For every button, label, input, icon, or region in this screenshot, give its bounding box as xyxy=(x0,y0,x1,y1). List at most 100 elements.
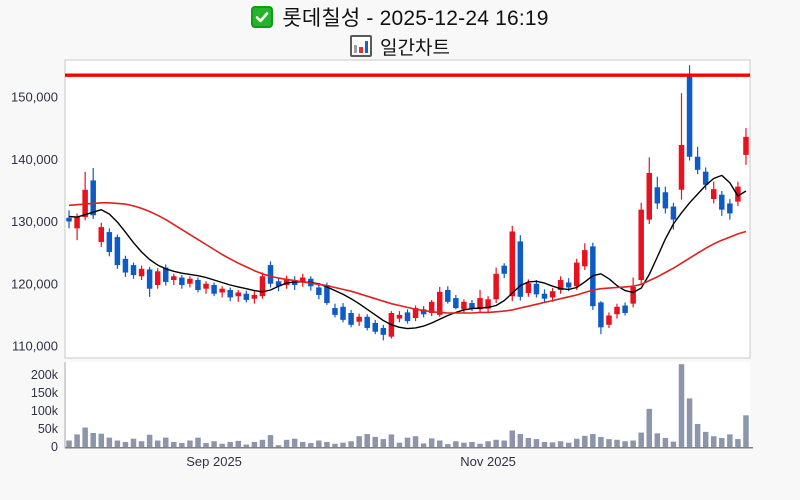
candle-up xyxy=(412,308,419,318)
volume-bar xyxy=(219,443,225,447)
volume-bar xyxy=(396,442,403,447)
volume-bar xyxy=(670,441,677,447)
price-axis-labels: 110,000 120,000 130,000 140,000 150,000 xyxy=(11,90,58,354)
candle-down xyxy=(324,284,330,304)
candle-down xyxy=(340,306,346,320)
candle-up xyxy=(557,280,564,290)
volume-bar xyxy=(404,437,411,447)
volume-bar xyxy=(90,432,96,447)
ma-long-line xyxy=(68,202,747,314)
volume-bar xyxy=(590,434,596,447)
candle-down xyxy=(364,316,370,328)
volume-bar xyxy=(646,408,653,447)
candle-down xyxy=(316,287,322,295)
candle-down xyxy=(372,322,379,332)
volume-bar xyxy=(453,441,459,447)
chart-subtitle: 일간차트 xyxy=(380,37,450,59)
bar-chart-icon xyxy=(350,35,373,57)
volume-bar xyxy=(622,441,628,447)
volume-bar xyxy=(340,442,346,447)
candle-up xyxy=(428,301,435,314)
candle-down xyxy=(662,192,669,209)
volume-bar xyxy=(275,445,282,447)
candle-down xyxy=(130,265,137,276)
candle-up xyxy=(485,299,491,309)
volume-bar xyxy=(154,440,161,447)
x-axis-labels: Sep 2025 Nov 2025 xyxy=(186,454,516,469)
candle-down xyxy=(533,283,540,295)
volume-bar xyxy=(493,439,499,447)
volume-bar xyxy=(299,441,306,447)
volume-bar xyxy=(251,441,258,447)
volume-bar xyxy=(179,443,185,447)
candle-up xyxy=(638,209,644,281)
candle-down xyxy=(404,312,411,322)
volume-bar xyxy=(195,437,201,447)
volume-bar xyxy=(348,441,354,447)
volume-bar xyxy=(114,440,121,447)
volume-tick-label: 150k xyxy=(31,386,59,400)
volume-bar xyxy=(211,441,217,447)
volume-bar xyxy=(694,423,701,447)
volume-bar xyxy=(122,441,129,447)
chart-title: 롯데칠성 - 2025-12-24 16:19 xyxy=(282,7,549,30)
candle-down xyxy=(146,269,153,289)
candle-down xyxy=(211,284,217,294)
candle-up xyxy=(203,283,209,289)
candle-down xyxy=(565,282,572,288)
price-tick-label: 150,000 xyxy=(11,90,58,105)
candle-down xyxy=(106,232,113,253)
candle-up xyxy=(74,216,80,229)
volume-bar xyxy=(678,364,685,447)
candle-up xyxy=(743,136,749,155)
candle-up xyxy=(493,273,499,300)
candle-up xyxy=(138,268,145,277)
volume-bar xyxy=(187,440,193,447)
volume-bar xyxy=(267,435,274,447)
candle-down xyxy=(719,194,725,210)
volume-bar xyxy=(171,441,177,447)
candle-up xyxy=(396,314,403,319)
volume-bar xyxy=(686,398,693,447)
price-tick-label: 110,000 xyxy=(12,339,58,354)
candle-down xyxy=(122,258,129,273)
title-line: 롯데칠성 - 2025-12-24 16:19 xyxy=(0,2,800,32)
candle-down xyxy=(90,180,96,216)
candle-down xyxy=(469,303,475,309)
volume-bar xyxy=(743,415,749,447)
candle-up xyxy=(235,292,242,297)
candle-down xyxy=(598,302,604,328)
candle-down xyxy=(227,289,233,298)
candle-down xyxy=(332,308,338,315)
candle-up xyxy=(646,172,653,220)
volume-bar xyxy=(573,438,580,447)
volume-bar xyxy=(332,443,338,447)
volume-bar xyxy=(259,439,266,447)
volume-bar xyxy=(598,436,604,447)
candle-up xyxy=(283,278,290,285)
candle-up xyxy=(509,231,516,297)
candle-up xyxy=(710,189,717,200)
volume-bar xyxy=(82,427,88,447)
volume-bar xyxy=(662,438,669,447)
volume-bar xyxy=(324,441,330,447)
volume-bar xyxy=(420,443,427,447)
candle-down xyxy=(702,171,709,185)
candle-up xyxy=(356,316,362,322)
volume-bar xyxy=(243,444,250,447)
candle-down xyxy=(420,309,427,315)
candle-up xyxy=(606,315,612,325)
volume-bar xyxy=(630,440,636,447)
volume-bar xyxy=(138,441,145,447)
volume-bar xyxy=(638,432,644,447)
candle-up xyxy=(154,271,161,285)
chart-header: 롯데칠성 - 2025-12-24 16:19 일간차트 xyxy=(0,2,800,59)
candle-up xyxy=(171,276,177,281)
candles xyxy=(66,65,749,341)
volume-tick-label: 100k xyxy=(31,404,59,418)
volume-bar xyxy=(428,438,435,447)
candle-up xyxy=(678,144,685,190)
candle-up xyxy=(98,227,105,243)
